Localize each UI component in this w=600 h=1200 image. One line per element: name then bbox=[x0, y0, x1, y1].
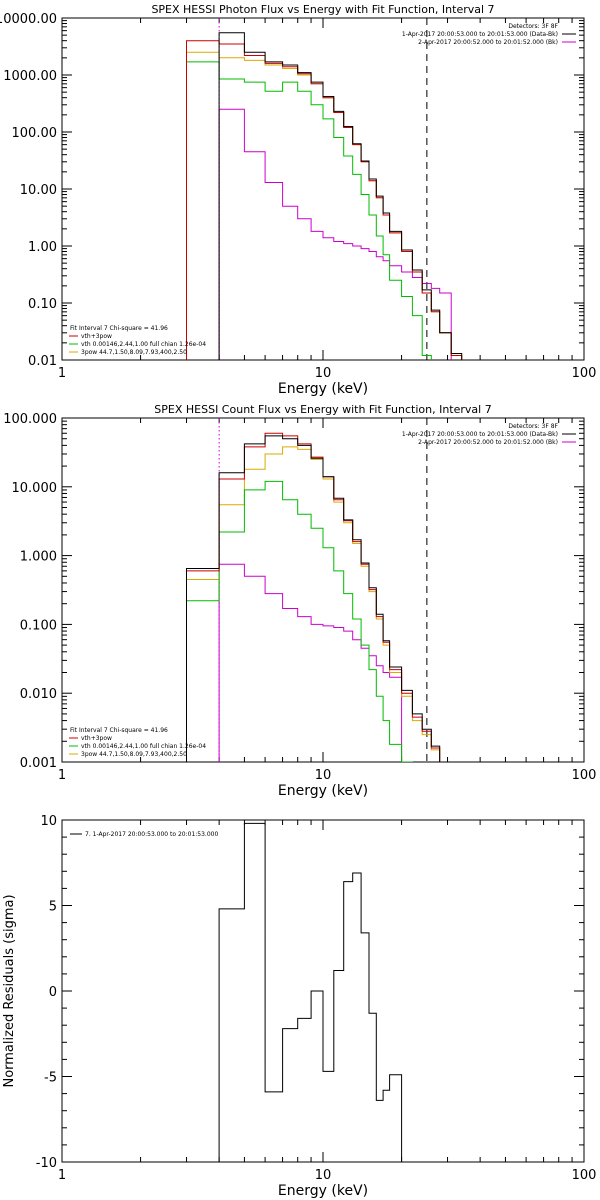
y-axis-label: Normalized Residuals (sigma) bbox=[2, 894, 17, 1087]
legend-entry: Detectors: 3F 8F bbox=[508, 423, 558, 430]
y-tick-label: 5 bbox=[49, 900, 57, 915]
chart-title: SPEX HESSI Photon Flux vs Energy with Fi… bbox=[151, 3, 494, 16]
legend-entry: 3pow 44.7,1.50,8.09,7.93,400,2.50 bbox=[81, 349, 187, 356]
legend-entry: vth 0.00146,2.44,1.00 full chian 1.26e-0… bbox=[81, 743, 206, 750]
series-line-3 bbox=[186, 40, 463, 360]
y-tick-label: 0.01 bbox=[28, 354, 57, 369]
legend-entry: Detectors: 3F 8F bbox=[508, 23, 558, 30]
photon-flux-panel: SPEX HESSI Photon Flux vs Energy with Fi… bbox=[0, 3, 596, 397]
plot-frame bbox=[61, 17, 585, 361]
x-tick-label: 100 bbox=[572, 768, 597, 783]
legend-bottom-left: Fit Interval 7 Chi-square = 41.96vth+3po… bbox=[69, 727, 206, 758]
y-axis: -10 -5 0 5 10 Normalized Residuals (sigma) bbox=[2, 814, 584, 1171]
legend-entry: vth+3pow bbox=[81, 735, 112, 742]
data-series-group bbox=[218, 822, 403, 1162]
y-tick-label: 10 bbox=[40, 814, 57, 829]
x-axis-label: Energy (keV) bbox=[278, 1183, 368, 1199]
y-tick-label: 0.10 bbox=[28, 297, 57, 312]
legend-entry: vth+3pow bbox=[81, 333, 112, 340]
series-line-2 bbox=[186, 61, 432, 360]
x-tick-label: 10 bbox=[315, 768, 332, 783]
x-axis: 1 10 100 Energy (keV) bbox=[58, 418, 597, 799]
x-tick-label: 1 bbox=[58, 1168, 66, 1183]
legend-top-right: Detectors: 3F 8F1-Apr-2017 20:00:53.000 … bbox=[402, 423, 576, 446]
legend-bottom-left: Fit Interval 7 Chi-square = 41.96vth+3po… bbox=[69, 325, 206, 356]
chart-title: SPEX HESSI Count Flux vs Energy with Fit… bbox=[154, 403, 491, 416]
legend-entry: 2-Apr-2017 20:00:52.000 to 20:01:52.000 … bbox=[418, 39, 558, 46]
y-tick-label: 1000.00 bbox=[3, 69, 57, 84]
data-series-group bbox=[186, 418, 441, 762]
legend-entry: 1-Apr-2017 20:00:53.000 to 20:01:53.000 … bbox=[402, 431, 558, 438]
legend-entry: 2-Apr-2017 20:00:52.000 to 20:01:52.000 … bbox=[418, 439, 558, 446]
series-line-4 bbox=[186, 435, 441, 762]
legend-entry: 3pow 44.7,1.50,8.09,7.93,400,2.50 bbox=[81, 751, 187, 758]
x-axis: 1 10 100 Energy (keV) bbox=[58, 18, 597, 397]
y-tick-label: 1.00 bbox=[28, 240, 57, 255]
x-tick-label: 100 bbox=[572, 366, 597, 381]
legend-entry: Fit Interval 7 Chi-square = 41.96 bbox=[70, 325, 168, 332]
series-line-0 bbox=[218, 108, 452, 360]
count-flux-panel: SPEX HESSI Count Flux vs Energy with Fit… bbox=[3, 403, 596, 799]
y-tick-label: -5 bbox=[44, 1071, 57, 1086]
y-tick-label: 10.000 bbox=[12, 481, 58, 496]
x-axis-label: Energy (keV) bbox=[278, 783, 368, 799]
x-tick-label: 10 bbox=[315, 1168, 332, 1183]
x-tick-label: 100 bbox=[572, 1168, 597, 1183]
y-tick-label: 0.010 bbox=[20, 687, 57, 702]
legend-entry: vth 0.00146,2.44,1.00 full chian 1.26e-0… bbox=[81, 341, 206, 348]
y-tick-label: 10.00 bbox=[20, 183, 57, 198]
y-tick-label: -10 bbox=[36, 1156, 57, 1171]
series-line-4 bbox=[218, 32, 463, 360]
y-tick-label: 1.000 bbox=[20, 550, 57, 565]
y-tick-label: 0 bbox=[49, 985, 57, 1000]
y-axis: 0.01 0.10 1.00 10.00 100.00 1000.00 10000.00 bbox=[0, 12, 584, 369]
y-tick-label: 0.100 bbox=[20, 618, 57, 633]
x-tick-label: 1 bbox=[58, 366, 66, 381]
legend-entry: Fit Interval 7 Chi-square = 41.96 bbox=[70, 727, 168, 734]
y-tick-label: 100.00 bbox=[12, 126, 58, 141]
y-axis: 0.001 0.010 0.100 1.000 10.000 100.000 bbox=[3, 412, 584, 771]
series-line-0 bbox=[218, 822, 403, 1162]
y-tick-label: 10000.00 bbox=[0, 12, 57, 27]
residuals-panel: 1 10 100 Energy (keV) -10 -5 0 5 10 Normalized Re… bbox=[2, 814, 596, 1199]
x-tick-label: 1 bbox=[58, 768, 66, 783]
y-tick-label: 100.000 bbox=[3, 412, 57, 427]
legend-entry: 1-Apr-2017 20:00:53.000 to 20:01:53.000 … bbox=[402, 31, 558, 38]
legend-top-left: 7. 1-Apr-2017 20:00:53.000 to 20:01:53.0… bbox=[70, 831, 218, 838]
legend-entry: 7. 1-Apr-2017 20:00:53.000 to 20:01:53.0… bbox=[85, 831, 218, 838]
x-axis: 1 10 100 Energy (keV) bbox=[58, 820, 597, 1199]
series-line-0 bbox=[218, 563, 403, 762]
data-series-group bbox=[186, 18, 463, 360]
y-tick-label: 0.001 bbox=[20, 756, 57, 771]
x-tick-label: 10 bbox=[315, 366, 332, 381]
series-line-2 bbox=[186, 480, 413, 762]
legend-top-right: Detectors: 3F 8F1-Apr-2017 20:00:53.000 … bbox=[402, 23, 576, 46]
x-axis-label: Energy (keV) bbox=[278, 381, 368, 397]
